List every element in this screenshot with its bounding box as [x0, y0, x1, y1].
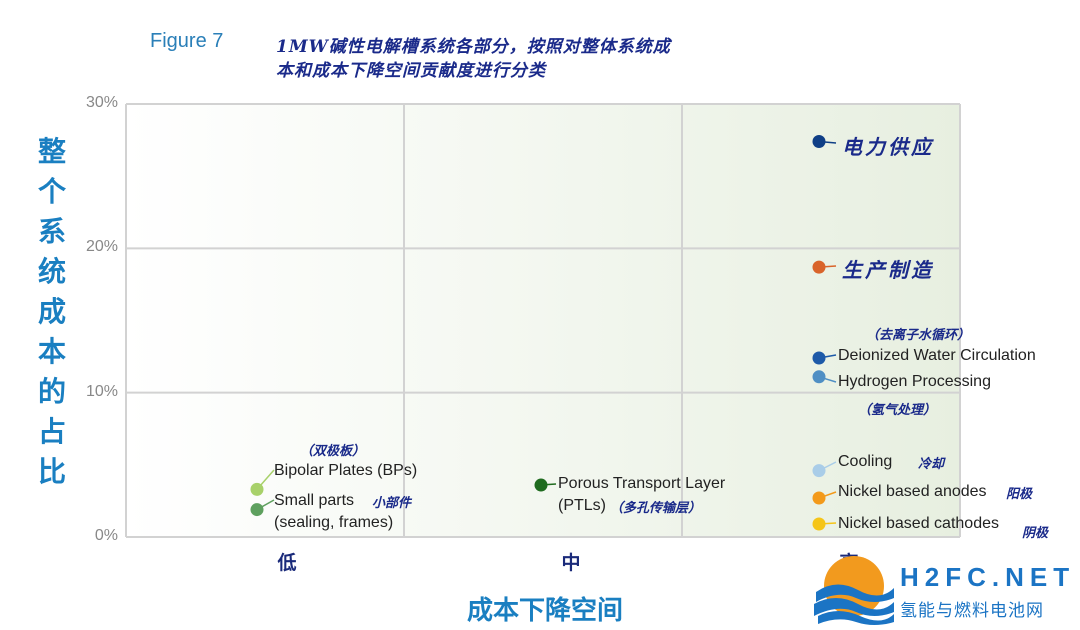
- point-diw: [812, 351, 826, 365]
- x-tick-label: 低: [277, 552, 297, 574]
- label-ani-cn: 阳极: [1006, 487, 1033, 502]
- point-power: [812, 135, 826, 149]
- point-mfg: [812, 260, 826, 274]
- chart-title: 1MW碱性电解槽系统各部分，按照对整体系统成 本和成本下降空间贡献度进行分类: [276, 35, 671, 83]
- y-axis-label: 整个系统成本的占比: [37, 135, 66, 488]
- figure-label: Figure 7: [150, 30, 224, 52]
- label-h2p: Hydrogen Processing: [838, 373, 991, 390]
- label-ptl-line2: (PTLs): [558, 497, 606, 514]
- label-ptl-cn: （多孔传输层）: [610, 501, 702, 516]
- label-bp: Bipolar Plates (BPs): [274, 462, 418, 479]
- y-tick-label: 0%: [94, 527, 118, 544]
- label-mfg-cn: 生产制造: [842, 258, 934, 282]
- label-power-cn: 电力供应: [842, 135, 934, 159]
- label-sp-line1: Small parts: [274, 492, 355, 509]
- label-cool-cn: 冷却: [918, 457, 945, 472]
- label-cat: Nickel based cathodes: [838, 515, 999, 532]
- label-sp-cn: 小部件: [372, 496, 412, 511]
- label-cat-cn: 阴极: [1022, 526, 1049, 541]
- label-h2p-cn: （氢气处理）: [858, 403, 937, 418]
- label-ani: Nickel based anodes: [838, 483, 987, 500]
- point-cat: [812, 517, 826, 531]
- chart-title-line-2: 本和成本下降空间贡献度进行分类: [276, 61, 546, 81]
- plot-background: [126, 104, 960, 537]
- point-ani: [812, 491, 826, 505]
- data-points: [250, 135, 826, 531]
- point-ptl: [534, 478, 548, 492]
- logo-wave-icon: [814, 556, 894, 625]
- y-tick-label: 10%: [85, 382, 118, 400]
- label-sp-line2: (sealing, frames): [274, 514, 394, 531]
- point-cool: [812, 464, 826, 478]
- chart-title-line-1: 1MW碱性电解槽系统各部分，按照对整体系统成: [276, 37, 671, 57]
- point-bp: [250, 482, 264, 496]
- label-diw-cn: （去离子水循环）: [866, 328, 971, 343]
- label-ptl-line1: Porous Transport Layer: [558, 475, 726, 492]
- x-axis-label: 成本下降空间: [466, 596, 623, 626]
- grid-lines: [125, 103, 961, 538]
- label-cool: Cooling: [838, 453, 893, 470]
- logo-text: H2FC.NET: [900, 562, 1076, 592]
- logo-subtext: 氢能与燃料电池网: [900, 601, 1044, 621]
- y-tick-label: 20%: [85, 238, 118, 256]
- x-tick-label: 中: [561, 552, 581, 574]
- label-bp-cn: （双极板）: [300, 444, 366, 459]
- y-tick-label: 30%: [85, 94, 118, 111]
- point-h2p: [812, 370, 826, 384]
- label-diw: Deionized Water Circulation: [838, 347, 1036, 364]
- point-sp: [250, 503, 264, 517]
